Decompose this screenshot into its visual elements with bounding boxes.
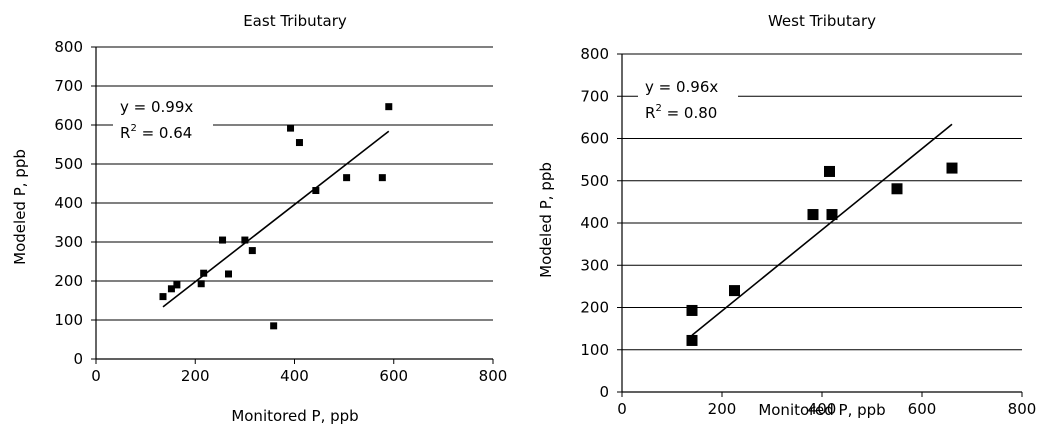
y-tick-label: 400 [54, 194, 83, 212]
trend-equation: y = 0.96x [645, 78, 718, 96]
data-point [343, 174, 351, 182]
chart-title: East Tributary [243, 12, 347, 30]
y-tick-label: 100 [580, 341, 609, 359]
data-point [248, 247, 256, 255]
y-tick-label: 500 [580, 172, 609, 190]
data-point [729, 285, 740, 297]
y-tick-label: 700 [580, 87, 609, 105]
x-tick-label: 200 [181, 367, 210, 385]
x-tick-label: 400 [280, 367, 309, 385]
y-tick-label: 200 [54, 272, 83, 290]
y-tick-label: 100 [54, 311, 83, 329]
data-point [385, 103, 393, 111]
chart-west: West Tributary 0 100 200 300 400 500 600 700 800… [537, 12, 1036, 419]
x-tick-label: 0 [617, 400, 627, 418]
data-point [807, 209, 819, 221]
x-axis-label: Monitored P, ppb [231, 407, 358, 425]
grid-lines [96, 46, 493, 360]
y-tick-labels: 0 100 200 300 400 500 600 700 800 [580, 45, 622, 401]
y-tick-label: 0 [599, 383, 609, 401]
data-point [167, 285, 175, 293]
r-squared-label: R2 = 0.80 [645, 103, 717, 122]
y-tick-label: 400 [580, 214, 609, 232]
x-tick-label: 400 [808, 400, 837, 418]
data-point [173, 281, 181, 289]
data-point [826, 209, 838, 221]
y-tick-label: 300 [54, 233, 83, 251]
x-tick-label: 800 [1008, 400, 1037, 418]
data-point [686, 304, 698, 316]
x-tick-label: 200 [708, 400, 737, 418]
data-point [159, 293, 167, 301]
data-point [224, 270, 232, 278]
data-point [200, 269, 208, 277]
data-point [270, 322, 278, 330]
equation-box [638, 73, 738, 127]
data-point [312, 187, 320, 195]
y-axis-label: Modeled P, ppb [537, 162, 555, 278]
data-points [686, 162, 958, 346]
r-squared-label: R2 = 0.64 [120, 123, 192, 142]
y-tick-label: 300 [580, 256, 609, 274]
data-point [946, 162, 958, 174]
data-point [891, 183, 903, 195]
data-point [686, 334, 698, 346]
x-tick-labels: 0 200 400 600 800 [617, 392, 1036, 418]
y-tick-label: 800 [54, 38, 83, 56]
data-point [219, 236, 227, 244]
x-tick-label: 800 [479, 367, 508, 385]
trendline [162, 130, 390, 308]
trend-equation: y = 0.99x [120, 98, 193, 116]
y-tick-label: 500 [54, 155, 83, 173]
data-point [241, 236, 249, 244]
y-tick-label: 600 [54, 116, 83, 134]
y-tick-label: 200 [580, 299, 609, 317]
y-tick-label: 800 [580, 45, 609, 63]
y-tick-labels: 0 100 200 300 400 500 600 700 800 [54, 38, 96, 368]
y-tick-label: 600 [580, 130, 609, 148]
chart-title: West Tributary [768, 12, 876, 30]
data-points [159, 103, 393, 330]
x-tick-labels: 0 200 400 600 800 [91, 359, 507, 385]
x-tick-label: 600 [908, 400, 937, 418]
chart-east: East Tributary 0 100 200 300 400 500 600 700 800… [11, 12, 507, 425]
data-point [824, 165, 835, 177]
data-point [295, 139, 303, 147]
y-tick-label: 700 [54, 77, 83, 95]
x-tick-label: 600 [379, 367, 408, 385]
data-point [378, 174, 386, 182]
trendline [691, 123, 953, 336]
data-point [287, 124, 295, 132]
x-axis-label: Monitored P, ppb [758, 401, 885, 419]
x-tick-label: 0 [91, 367, 101, 385]
equation-box [113, 94, 213, 148]
data-point [197, 280, 205, 288]
y-axis-label: Modeled P, ppb [11, 149, 29, 265]
y-tick-label: 0 [73, 350, 83, 368]
